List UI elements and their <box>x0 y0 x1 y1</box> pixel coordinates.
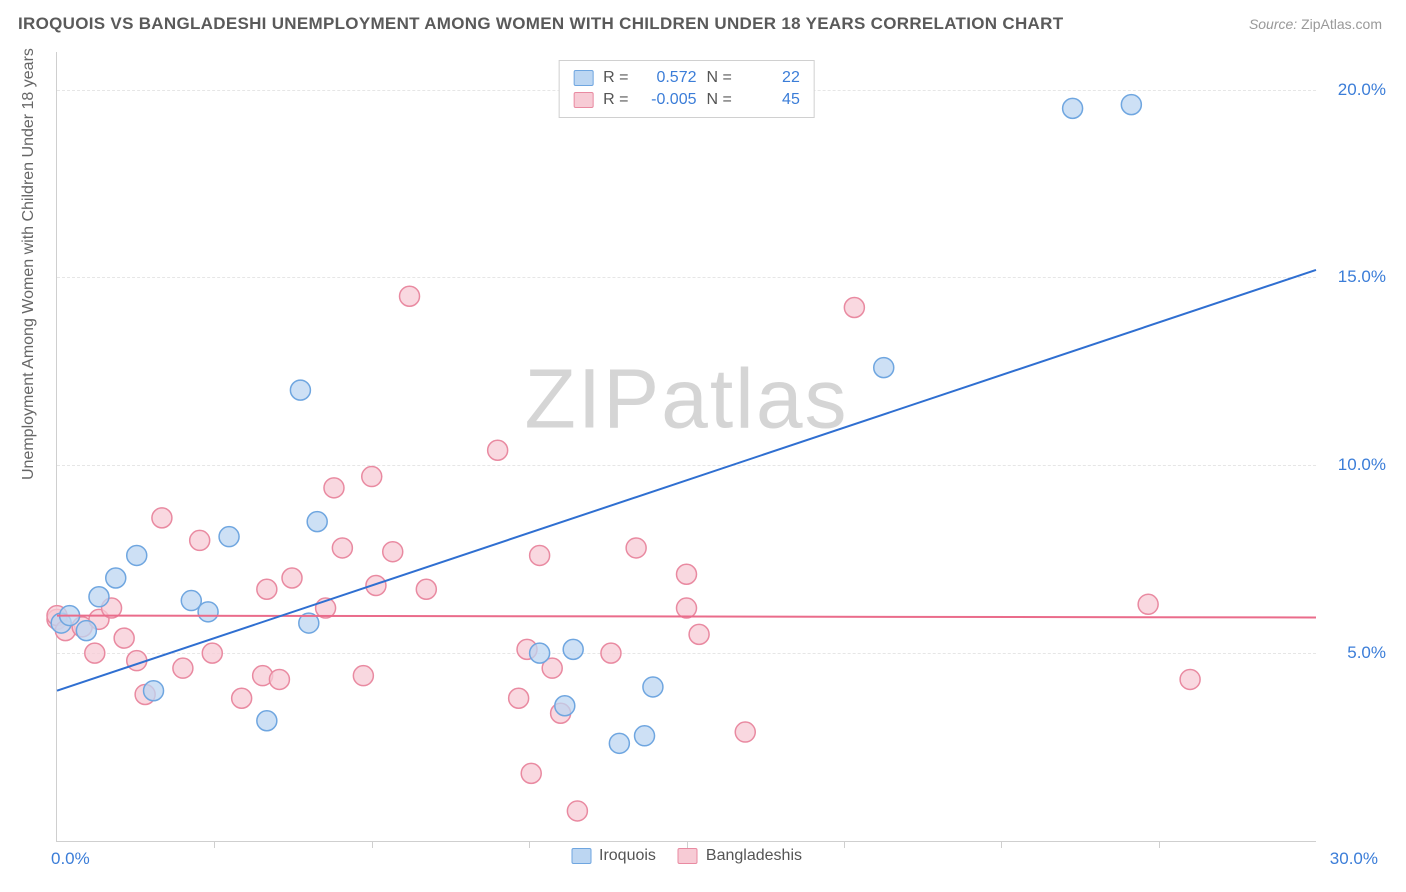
data-point-iroquois <box>76 621 96 641</box>
data-point-bangladeshis <box>521 763 541 783</box>
data-point-bangladeshis <box>677 564 697 584</box>
data-point-iroquois <box>290 380 310 400</box>
data-point-iroquois <box>609 733 629 753</box>
data-point-bangladeshis <box>362 467 382 487</box>
data-point-iroquois <box>257 711 277 731</box>
data-point-iroquois <box>530 643 550 663</box>
trend-line-bangladeshis <box>57 616 1316 618</box>
data-point-iroquois <box>635 726 655 746</box>
chart-title: IROQUOIS VS BANGLADESHI UNEMPLOYMENT AMO… <box>18 14 1063 34</box>
x-max-label: 30.0% <box>1330 849 1378 869</box>
data-point-bangladeshis <box>844 297 864 317</box>
data-point-bangladeshis <box>190 530 210 550</box>
y-tick-label: 10.0% <box>1338 455 1386 475</box>
legend-item-iroquois: Iroquois <box>571 847 656 865</box>
data-point-bangladeshis <box>677 598 697 618</box>
data-point-iroquois <box>563 639 583 659</box>
data-point-bangladeshis <box>114 628 134 648</box>
trend-line-iroquois <box>57 270 1316 691</box>
data-point-iroquois <box>198 602 218 622</box>
data-point-bangladeshis <box>282 568 302 588</box>
data-point-bangladeshis <box>85 643 105 663</box>
source-attribution: Source: ZipAtlas.com <box>1249 16 1382 32</box>
legend-label-iroquois: Iroquois <box>599 847 656 865</box>
data-point-bangladeshis <box>567 801 587 821</box>
data-point-iroquois <box>89 587 109 607</box>
data-point-bangladeshis <box>324 478 344 498</box>
data-point-bangladeshis <box>383 542 403 562</box>
chart-area: ZIPatlas R = 0.572 N = 22 R = -0.005 N =… <box>56 52 1316 842</box>
y-tick-label: 5.0% <box>1347 643 1386 663</box>
legend-label-bangladeshis: Bangladeshis <box>706 847 802 865</box>
legend-item-bangladeshis: Bangladeshis <box>678 847 802 865</box>
data-point-bangladeshis <box>1180 669 1200 689</box>
data-point-bangladeshis <box>173 658 193 678</box>
data-point-bangladeshis <box>400 286 420 306</box>
source-label: Source: <box>1249 16 1297 32</box>
data-point-bangladeshis <box>735 722 755 742</box>
data-point-bangladeshis <box>530 545 550 565</box>
swatch-iroquois <box>571 848 591 864</box>
scatter-plot-svg <box>57 52 1316 841</box>
data-point-iroquois <box>555 696 575 716</box>
data-point-bangladeshis <box>202 643 222 663</box>
data-point-iroquois <box>127 545 147 565</box>
y-axis-label: Unemployment Among Women with Children U… <box>20 48 38 480</box>
data-point-bangladeshis <box>269 669 289 689</box>
data-point-bangladeshis <box>152 508 172 528</box>
y-tick-label: 15.0% <box>1338 267 1386 287</box>
data-point-bangladeshis <box>332 538 352 558</box>
swatch-bangladeshis <box>678 848 698 864</box>
data-point-bangladeshis <box>257 579 277 599</box>
data-point-bangladeshis <box>232 688 252 708</box>
data-point-iroquois <box>874 358 894 378</box>
data-point-bangladeshis <box>626 538 646 558</box>
data-point-bangladeshis <box>127 651 147 671</box>
data-point-bangladeshis <box>689 624 709 644</box>
data-point-bangladeshis <box>509 688 529 708</box>
data-point-bangladeshis <box>601 643 621 663</box>
data-point-bangladeshis <box>488 440 508 460</box>
data-point-iroquois <box>643 677 663 697</box>
source-value: ZipAtlas.com <box>1301 16 1382 32</box>
x-origin-label: 0.0% <box>51 849 90 869</box>
data-point-iroquois <box>144 681 164 701</box>
data-point-iroquois <box>307 512 327 532</box>
data-point-iroquois <box>1121 95 1141 115</box>
data-point-iroquois <box>1063 98 1083 118</box>
data-point-iroquois <box>106 568 126 588</box>
data-point-bangladeshis <box>1138 594 1158 614</box>
data-point-iroquois <box>219 527 239 547</box>
data-point-bangladeshis <box>416 579 436 599</box>
y-tick-label: 20.0% <box>1338 80 1386 100</box>
series-legend: Iroquois Bangladeshis <box>571 847 802 865</box>
data-point-bangladeshis <box>353 666 373 686</box>
